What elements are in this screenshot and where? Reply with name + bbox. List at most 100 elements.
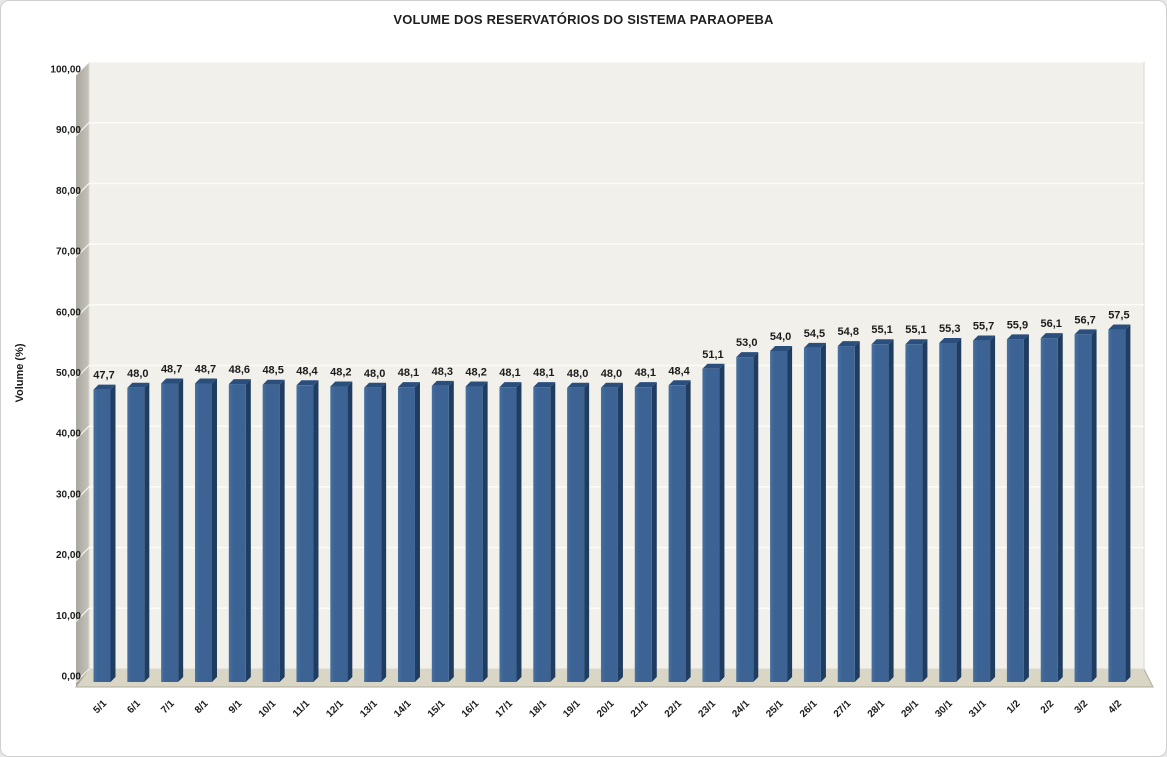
bar-side-face (110, 384, 116, 682)
x-tick-label: 18/1 (527, 698, 549, 720)
bar-top-face (973, 335, 996, 341)
bar-top-face (262, 379, 285, 385)
bar (431, 385, 449, 682)
bar-value-label: 57,5 (1108, 310, 1129, 322)
bar (397, 387, 415, 682)
plot-side-wall (76, 62, 89, 687)
bar (533, 387, 551, 682)
gridline-side-tick (75, 304, 90, 319)
bar-value-label: 54,0 (770, 331, 791, 343)
bar-side-face (1125, 324, 1131, 682)
gridline-side-tick (75, 61, 90, 76)
x-tick-label: 8/1 (193, 698, 211, 716)
y-tick-label: 0,00 (62, 672, 82, 683)
bar (973, 340, 991, 682)
y-tick-label: 70,00 (56, 247, 81, 258)
bar (262, 384, 280, 682)
bar-top-face (296, 380, 319, 386)
gridline-side-tick (75, 607, 90, 622)
x-tick-label: 19/1 (561, 698, 583, 720)
bar-top-face (397, 382, 420, 388)
bar-value-label: 53,0 (736, 337, 757, 349)
bar-value-label: 51,1 (702, 349, 723, 361)
x-tick-label: 23/1 (697, 698, 719, 720)
y-tick-label: 60,00 (56, 307, 81, 318)
bar (93, 389, 111, 682)
bar-value-label: 48,1 (635, 367, 656, 379)
bar-side-face (617, 382, 623, 682)
bar-top-face (1074, 329, 1097, 335)
y-tick-label: 20,00 (56, 550, 81, 561)
gridline-side-tick (75, 668, 90, 683)
y-tick-label: 40,00 (56, 429, 81, 440)
bar-top-face (634, 382, 657, 388)
x-tick-label: 9/1 (227, 698, 245, 716)
y-tick-label: 80,00 (56, 186, 81, 197)
x-tick-label: 2/2 (1039, 698, 1057, 716)
gridline-side-tick (75, 425, 90, 440)
x-tick-label: 31/1 (967, 698, 989, 720)
bar (871, 344, 889, 682)
y-tick-label: 90,00 (56, 125, 81, 136)
bar-value-label: 55,3 (939, 323, 960, 335)
bar-side-face (990, 335, 996, 682)
bar-side-face (651, 382, 657, 682)
bar (465, 386, 483, 682)
bar-value-label: 55,9 (1007, 319, 1028, 331)
bar-value-label: 48,0 (127, 368, 148, 380)
bar-value-label: 56,1 (1041, 318, 1062, 330)
x-tick-label: 6/1 (125, 698, 143, 716)
x-tick-label: 14/1 (392, 698, 414, 720)
bar-value-label: 48,7 (195, 363, 216, 375)
bar (1108, 329, 1126, 682)
bar-value-label: 48,1 (533, 367, 554, 379)
x-tick-label: 11/1 (291, 698, 312, 719)
bar-value-label: 48,5 (262, 365, 283, 377)
bar-value-label: 55,1 (871, 324, 892, 336)
bar-top-face (871, 339, 894, 345)
bar (296, 385, 314, 682)
bar (364, 387, 382, 682)
bar-side-face (1091, 329, 1097, 682)
bar (567, 387, 585, 682)
bar-side-face (719, 363, 725, 682)
bar-top-face (431, 380, 454, 386)
bar-value-label: 48,1 (499, 367, 520, 379)
bar (330, 386, 348, 682)
x-tick-label: 22/1 (663, 698, 685, 720)
x-tick-label: 4/2 (1106, 698, 1124, 716)
bar-top-face (1006, 334, 1029, 340)
bar (736, 357, 754, 682)
bar-side-face (516, 382, 522, 682)
bar (499, 387, 517, 682)
bar-value-label: 54,8 (838, 326, 859, 338)
bar-top-face (127, 382, 150, 388)
bar (600, 387, 618, 682)
bar-side-face (753, 352, 759, 682)
bar-value-label: 55,1 (905, 324, 926, 336)
gridline-side-tick (75, 547, 90, 562)
bar (939, 343, 957, 682)
bar-top-face (161, 378, 184, 384)
bar (1006, 339, 1024, 682)
x-tick-label: 3/2 (1073, 698, 1091, 716)
bar-top-face (93, 384, 116, 390)
bar-value-label: 48,4 (296, 365, 318, 377)
y-tick-label: 100,00 (50, 65, 81, 76)
bar-side-face (144, 382, 150, 682)
bar-value-label: 48,4 (668, 365, 690, 377)
bar-top-face (939, 338, 962, 344)
bar (803, 347, 821, 682)
bar-top-face (364, 382, 387, 388)
bar (1074, 334, 1092, 682)
x-tick-label: 20/1 (595, 698, 617, 720)
bar-top-face (702, 363, 725, 369)
bar-value-label: 54,5 (804, 328, 825, 340)
bar-top-face (668, 380, 691, 386)
x-tick-label: 26/1 (798, 698, 820, 720)
bar-top-face (330, 381, 353, 387)
x-tick-label: 28/1 (866, 698, 888, 720)
bar-value-label: 55,7 (973, 321, 994, 333)
